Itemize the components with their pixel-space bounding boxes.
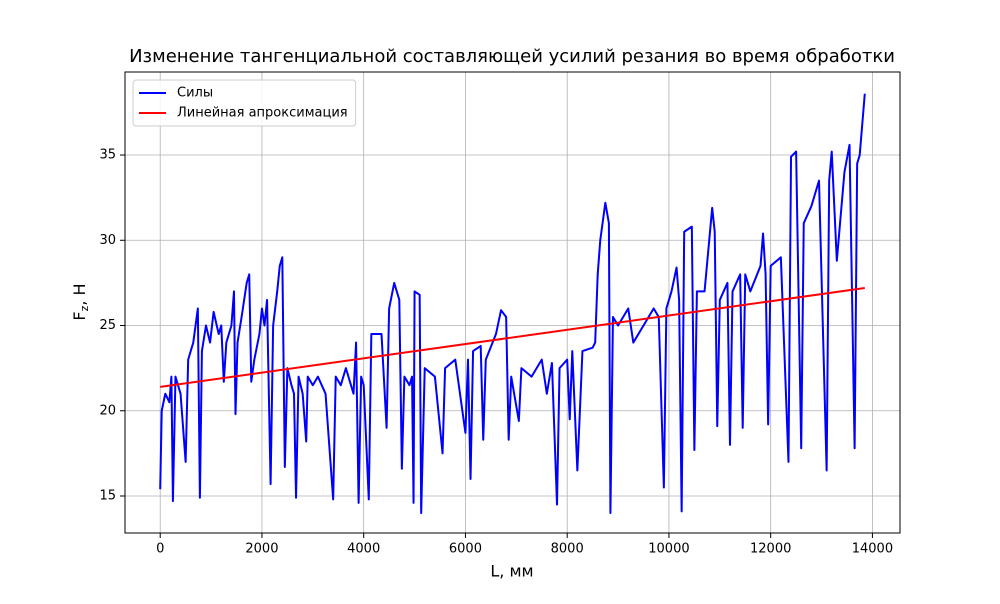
legend-box [132, 79, 357, 127]
y-label-rest: , H [70, 283, 89, 305]
legend-label: Силы [177, 86, 213, 101]
x-tick-label: 12000 [750, 542, 791, 557]
x-axis-label: L, мм [490, 562, 533, 581]
chart-title: Изменение тангенциальной составляющей ус… [129, 46, 895, 67]
x-tick-label: 4000 [347, 542, 380, 557]
data-line [160, 287, 865, 388]
y-tick-label: 30 [99, 233, 116, 248]
legend-label: Линейная апроксимация [177, 106, 348, 121]
y-tick-label: 35 [99, 148, 116, 163]
x-tick-label: 10000 [648, 542, 689, 557]
y-tick-label: 25 [99, 318, 116, 333]
y-label-sub: z [78, 305, 91, 311]
x-tick-label: 8000 [551, 542, 584, 557]
y-tick-label: 20 [99, 403, 116, 418]
y-label-main: F [70, 311, 89, 320]
y-axis-label: Fz, H [70, 283, 92, 320]
legend: Силы Линейная апроксимация [132, 79, 357, 127]
data-line [159, 93, 866, 515]
x-tick-label: 2000 [245, 542, 278, 557]
plot-frame [124, 71, 901, 534]
x-tick-label: 0 [156, 542, 164, 557]
x-tick-label: 14000 [852, 542, 893, 557]
y-tick-label: 15 [99, 489, 116, 504]
x-tick-label: 6000 [449, 542, 482, 557]
